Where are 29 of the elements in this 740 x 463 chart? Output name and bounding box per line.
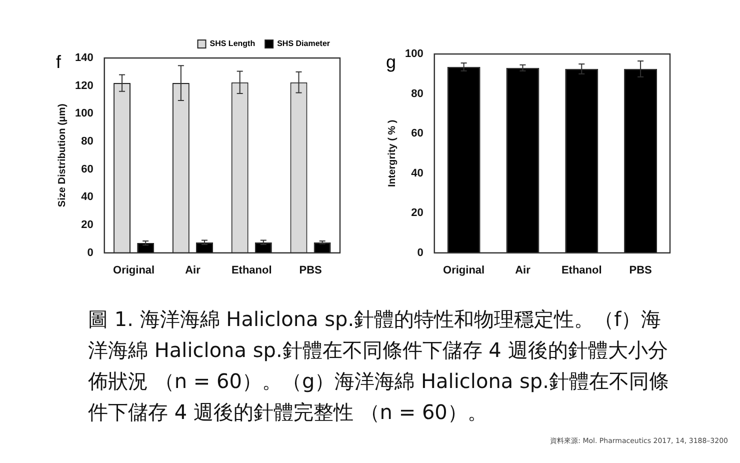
legend-label: SHS Diameter <box>277 39 330 48</box>
x-tick-label: Ethanol <box>561 264 602 276</box>
x-tick-label: Ethanol <box>231 264 272 276</box>
x-tick-label: Original <box>113 264 155 276</box>
x-tick-label: Original <box>443 264 485 276</box>
y-tick-label: 40 <box>81 191 94 204</box>
legend-label: SHS Length <box>210 39 256 48</box>
y-tick-label: 100 <box>404 48 424 60</box>
y-tick-label: 40 <box>411 167 424 180</box>
y-tick-label: 100 <box>74 108 94 120</box>
y-tick-label: 20 <box>81 219 94 232</box>
y-axis-title: Size Distribution (μm) <box>56 104 68 208</box>
y-tick-label: 60 <box>411 128 424 140</box>
x-tick-label: Air <box>515 264 532 276</box>
caption: 圖 1. 海洋海綿 Haliclona sp.針體的特性和物理穩定性。（f）海洋海綿 Haliclona sp.針體在不同條件下儲存 4 週後的針體大小分佈狀況 （n = 60）。（g）海洋海綿 Haliclona sp.針體在不同條件下儲存 4 週後的針體完整性 （n = 60）。 <box>88 306 670 426</box>
y-tick-label: 80 <box>81 136 94 148</box>
y-tick-label: 0 <box>417 246 424 259</box>
x-tick-label: PBS <box>629 264 652 276</box>
y-tick-label: 0 <box>87 246 94 259</box>
x-tick-label: PBS <box>299 264 322 276</box>
y-tick-label: 120 <box>74 80 94 92</box>
y-tick-label: 60 <box>81 163 94 176</box>
x-tick-label: Air <box>185 264 202 276</box>
y-axis-title: Intergrity ( % ) <box>386 120 398 188</box>
y-tick-label: 20 <box>411 207 424 220</box>
y-tick-label: 80 <box>411 88 424 100</box>
text: g <box>386 52 396 73</box>
text: f <box>56 52 62 73</box>
y-tick-label: 140 <box>74 52 94 64</box>
